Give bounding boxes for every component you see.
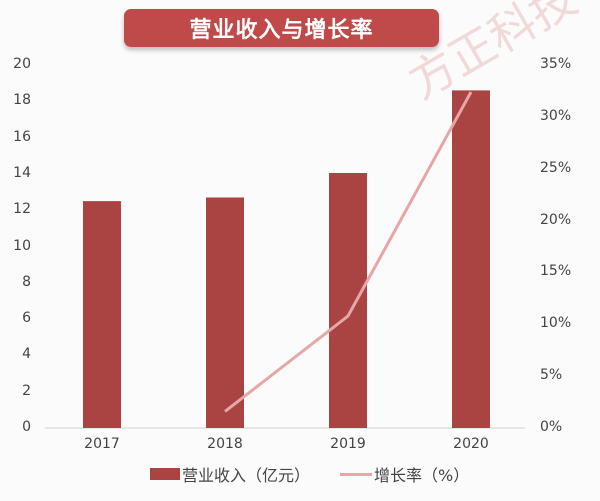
bar-series <box>83 90 490 428</box>
left-tick: 4 <box>22 346 31 363</box>
legend: 营业收入（亿元） 增长率（%） <box>150 462 469 486</box>
x-tick: 2020 <box>453 436 489 452</box>
right-tick: 15% <box>540 263 572 280</box>
bar-2019 <box>329 172 367 428</box>
right-tick: 30% <box>540 107 572 124</box>
left-tick: 14 <box>13 164 31 181</box>
right-tick: 35% <box>540 56 572 72</box>
legend-line-swatch <box>340 472 373 476</box>
x-tick: 2018 <box>207 436 243 452</box>
left-tick: 6 <box>22 310 31 327</box>
legend-bar-label: 营业收入（亿元） <box>182 466 311 485</box>
left-tick: 20 <box>13 56 31 72</box>
left-tick: 12 <box>13 201 31 218</box>
left-tick: 8 <box>22 273 31 290</box>
left-tick: 0 <box>22 419 31 435</box>
right-tick: 10% <box>540 315 572 332</box>
bar-2017 <box>83 201 121 428</box>
left-tick: 16 <box>13 128 31 145</box>
bar-2020 <box>452 90 490 428</box>
right-tick: 25% <box>540 159 572 176</box>
right-tick: 20% <box>540 211 572 228</box>
legend-bar-swatch <box>150 468 180 480</box>
right-tick: 0% <box>540 419 563 435</box>
left-tick: 18 <box>13 92 31 109</box>
growth-line <box>224 91 473 413</box>
left-tick: 2 <box>22 382 31 399</box>
chart-title: 营业收入与增长率 <box>124 9 439 47</box>
x-tick: 2019 <box>330 436 366 452</box>
legend-line-label: 增长率（%） <box>374 466 470 485</box>
x-tick: 2017 <box>84 436 120 452</box>
bar-2018 <box>206 197 244 428</box>
right-tick: 5% <box>540 367 563 384</box>
left-tick: 10 <box>13 237 31 254</box>
